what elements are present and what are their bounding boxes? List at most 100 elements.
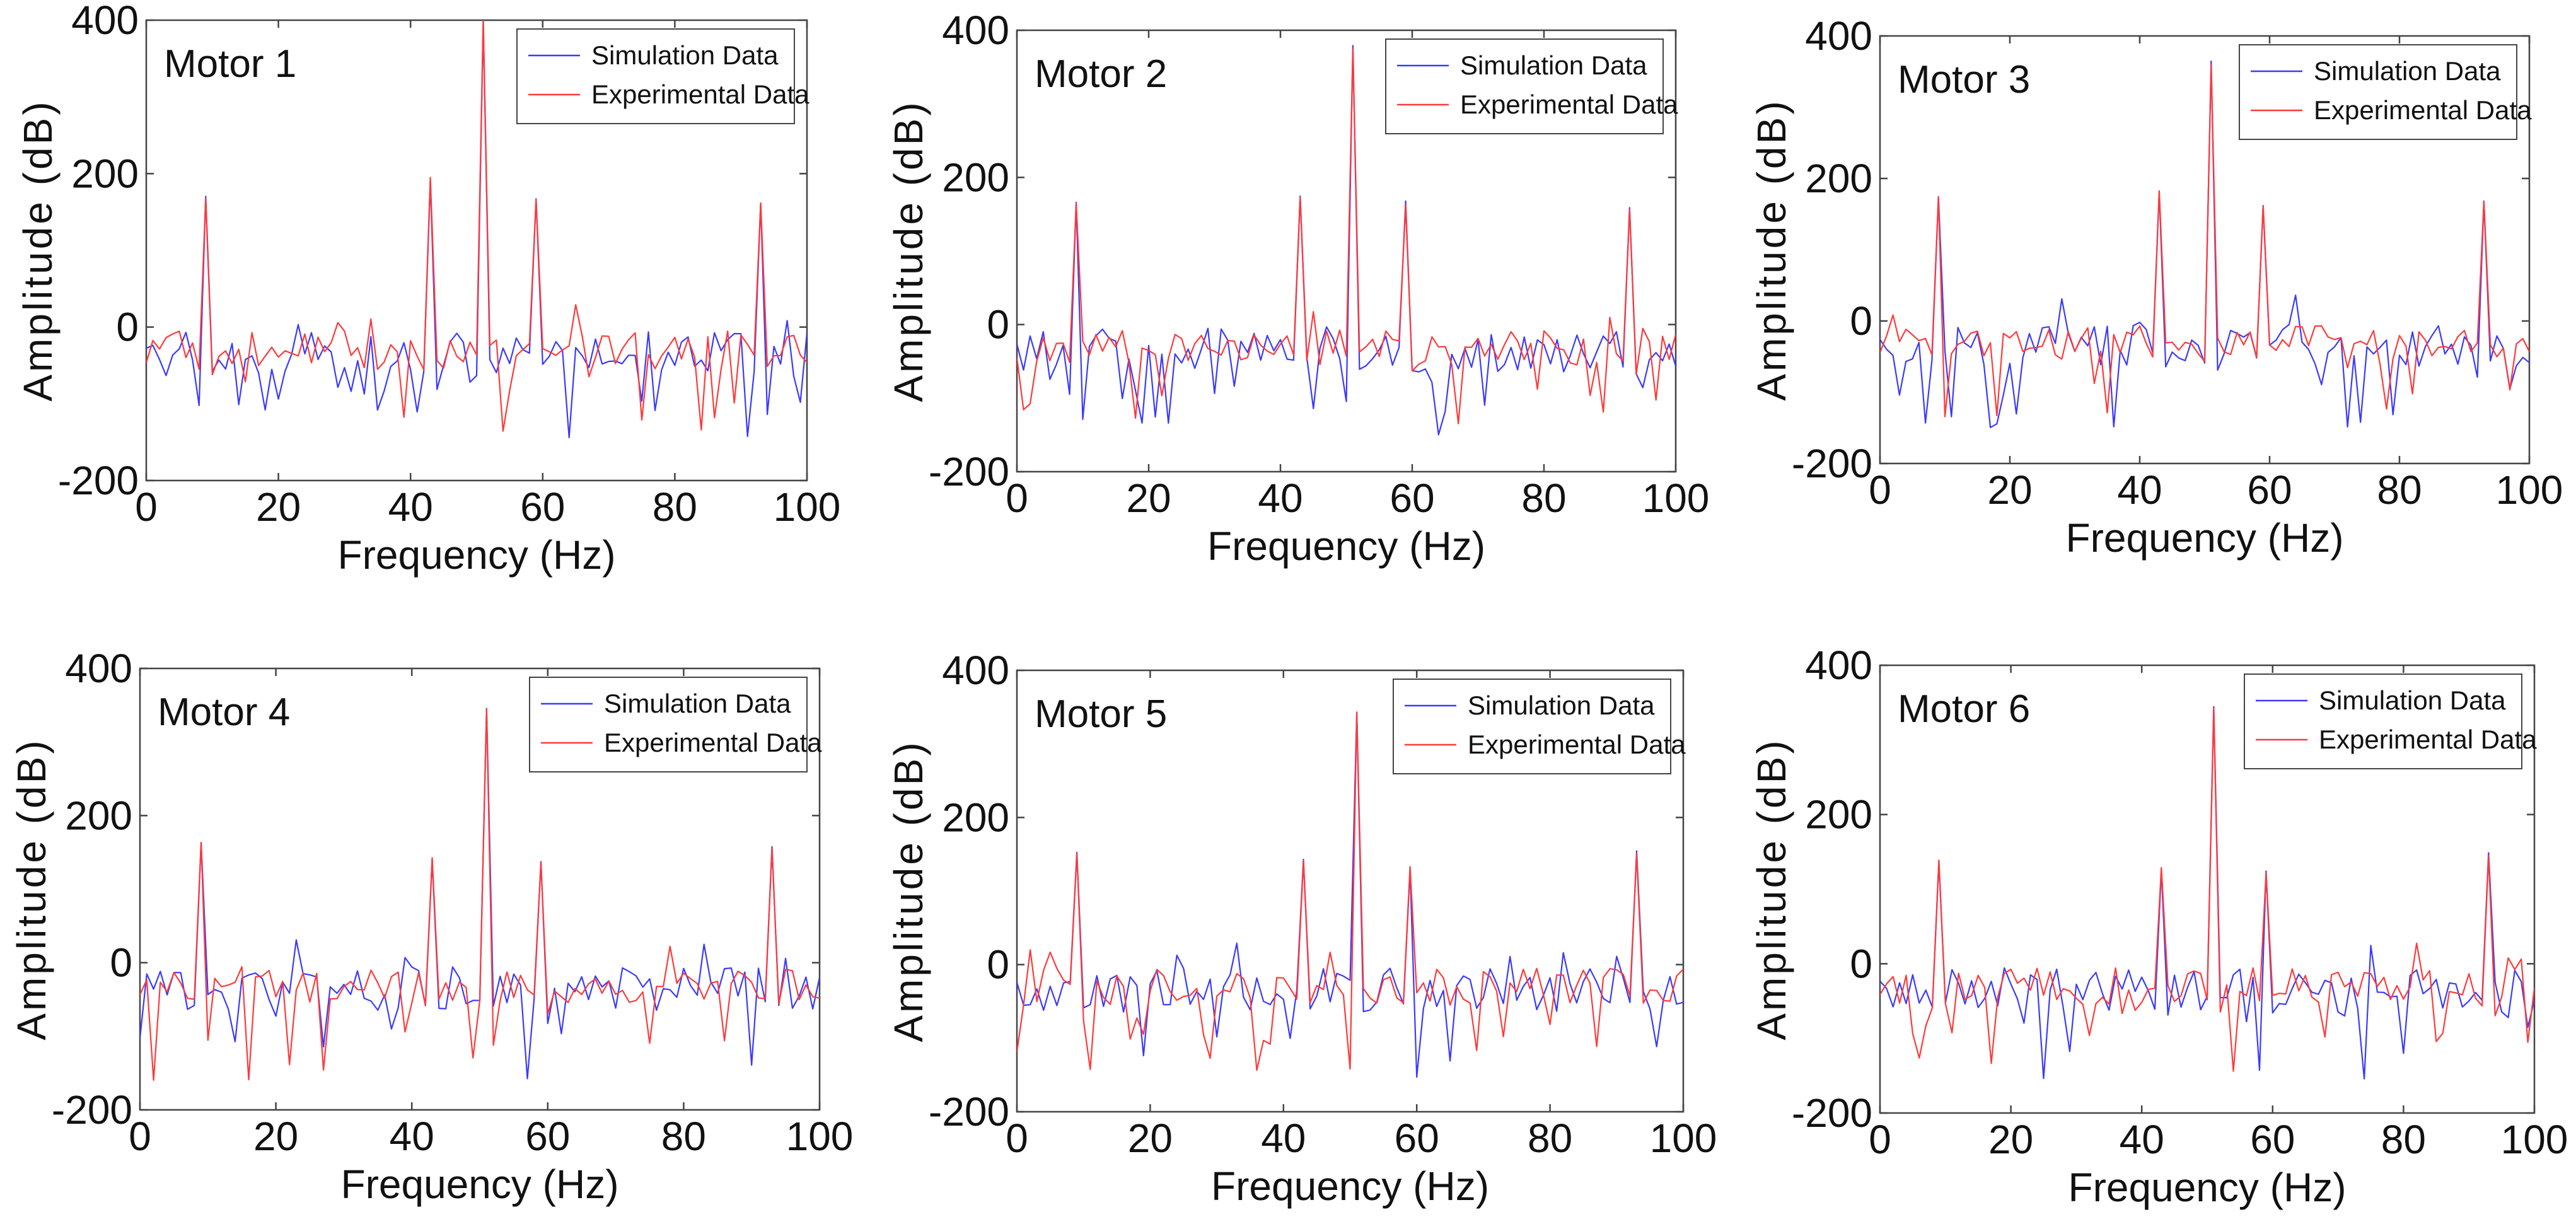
x-tick-label: 80	[661, 1114, 706, 1159]
panel-title: Motor 4	[158, 691, 290, 734]
panel-title: Motor 5	[1035, 692, 1167, 736]
y-tick-label: 200	[71, 151, 139, 196]
panel-title: Motor 2	[1035, 52, 1167, 96]
x-tick-label: 0	[135, 484, 158, 530]
y-tick-label: -200	[1792, 1090, 1872, 1136]
legend: Simulation Data Experimental Data	[529, 677, 822, 772]
y-tick-label: 400	[942, 8, 1009, 53]
series-experimental-line	[1880, 708, 2534, 1072]
legend-box	[2239, 44, 2517, 140]
series-simulation-line	[1017, 45, 1676, 436]
x-tick-label: 100	[1650, 1116, 1717, 1161]
legend-box	[516, 28, 795, 124]
y-tick-label: 0	[987, 302, 1009, 347]
legend-box	[1393, 679, 1671, 774]
x-tick-label: 40	[1261, 1116, 1306, 1161]
x-tick-label: 20	[253, 1114, 298, 1159]
x-tick-label: 60	[2247, 467, 2292, 513]
x-tick-label: 0	[1006, 1116, 1028, 1161]
x-axis-label: Frequency (Hz)	[341, 1162, 619, 1207]
y-tick-label: 200	[1805, 792, 1872, 837]
x-tick-label: 60	[2250, 1117, 2295, 1162]
x-tick-label: 40	[2120, 1117, 2164, 1162]
x-tick-label: 40	[1258, 475, 1303, 521]
legend-label: Simulation Data	[604, 689, 791, 718]
legend: Simulation Data Experimental Data	[2239, 44, 2532, 140]
x-tick-label: 0	[129, 1114, 151, 1159]
x-axis-label: Frequency (Hz)	[2068, 1165, 2347, 1210]
legend-label: Experimental Data	[2314, 95, 2532, 125]
series-experimental-line	[146, 20, 807, 432]
x-tick-label: 40	[390, 1114, 434, 1159]
legend: Simulation Data Experimental Data	[1385, 38, 1678, 134]
x-tick-label: 60	[1390, 475, 1434, 521]
x-tick-label: 20	[256, 484, 301, 530]
y-tick-label: 400	[942, 648, 1009, 693]
x-tick-label: 60	[525, 1114, 570, 1159]
x-tick-label: 20	[1128, 1116, 1173, 1161]
x-axis-label: Frequency (Hz)	[1207, 523, 1485, 569]
x-tick-label: 20	[1988, 1117, 2033, 1162]
x-tick-label: 80	[2377, 467, 2422, 513]
legend-box	[529, 677, 808, 772]
x-tick-label: 80	[653, 484, 697, 530]
series-experimental-line	[1017, 711, 1683, 1071]
y-tick-label: -200	[1792, 441, 1872, 486]
y-tick-label: -200	[929, 449, 1009, 494]
y-tick-label: -200	[58, 458, 139, 503]
y-tick-label: 200	[1805, 156, 1872, 201]
x-tick-label: 100	[1642, 475, 1710, 521]
legend-label: Simulation Data	[591, 40, 779, 70]
legend-label: Simulation Data	[2314, 56, 2501, 86]
legend-label: Experimental Data	[604, 728, 822, 757]
y-tick-label: 0	[116, 305, 139, 350]
panel-title: Motor 6	[1898, 687, 2030, 731]
x-tick-label: 40	[2117, 467, 2162, 513]
legend-box	[1385, 38, 1664, 134]
series-simulation-line	[146, 20, 807, 438]
y-tick-label: 400	[1805, 13, 1872, 59]
x-tick-label: 100	[2501, 1117, 2568, 1162]
series-experimental-line	[1017, 48, 1676, 424]
x-tick-label: 0	[1006, 475, 1028, 521]
y-tick-label: 0	[1850, 298, 1872, 344]
series-simulation-line	[1880, 60, 2529, 428]
y-tick-label: -200	[929, 1089, 1009, 1134]
legend: Simulation Data Experimental Data	[1393, 679, 1686, 774]
y-tick-label: -200	[52, 1087, 132, 1133]
y-axis-label: Amplitude (dB)	[1749, 98, 1794, 400]
panel-title: Motor 1	[164, 42, 296, 86]
series-experimental-line	[140, 708, 820, 1081]
y-tick-label: 400	[1805, 643, 1872, 688]
legend-label: Simulation Data	[1460, 50, 1647, 80]
y-tick-label: 0	[110, 940, 132, 986]
legend-box	[2244, 673, 2522, 769]
x-tick-label: 80	[1521, 475, 1566, 521]
x-tick-label: 100	[2496, 467, 2563, 513]
panel-title: Motor 3	[1898, 58, 2030, 102]
x-tick-label: 20	[1126, 475, 1171, 521]
x-axis-label: Frequency (Hz)	[1211, 1163, 1489, 1209]
legend-label: Experimental Data	[2319, 725, 2537, 754]
legend-label: Simulation Data	[2319, 685, 2506, 715]
y-tick-label: 200	[942, 154, 1009, 200]
y-tick-label: 0	[987, 942, 1009, 988]
x-tick-label: 60	[1395, 1116, 1439, 1161]
y-tick-label: 200	[942, 795, 1009, 840]
x-tick-label: 0	[1869, 1117, 1891, 1162]
legend-label: Simulation Data	[1468, 691, 1655, 720]
y-axis-label: Amplitude (dB)	[1749, 738, 1794, 1040]
legend-label: Experimental Data	[591, 79, 809, 109]
x-tick-label: 100	[786, 1114, 854, 1159]
y-axis-label: Amplitude (dB)	[15, 99, 61, 401]
x-axis-label: Frequency (Hz)	[2066, 515, 2344, 561]
x-tick-label: 0	[1869, 467, 1891, 513]
x-tick-label: 60	[520, 484, 565, 530]
y-tick-label: 0	[1850, 941, 1872, 986]
